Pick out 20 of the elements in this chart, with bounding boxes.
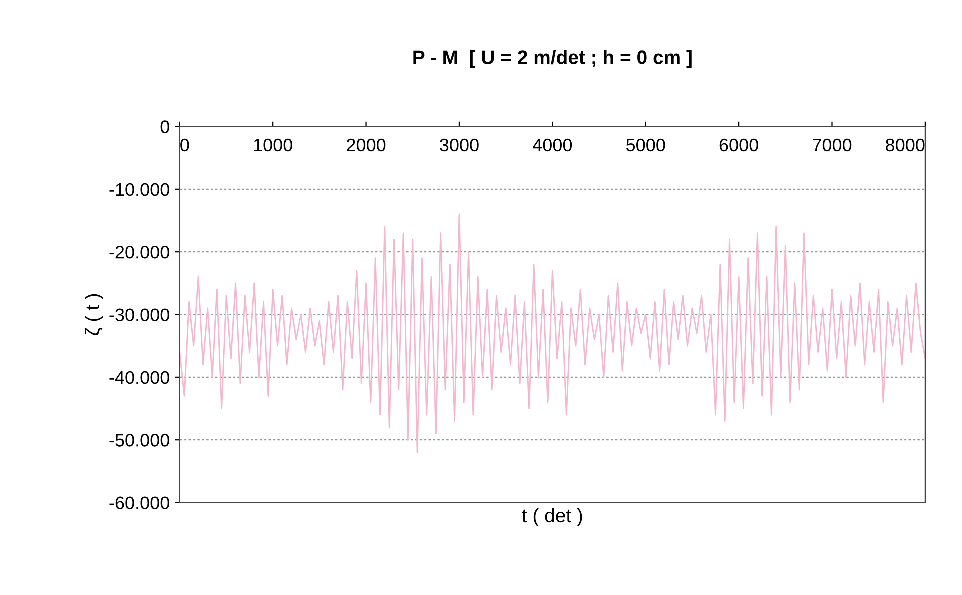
line-series [180, 214, 926, 454]
chart-title: P - M [ U = 2 m/det ; h = 0 cm ] [414, 50, 692, 68]
y-axis-title: ζ ( t ) [85, 294, 104, 336]
y-tick-label: -50.000 [110, 434, 170, 447]
x-tick-label: 8000 [886, 138, 925, 152]
x-tick-label: 4000 [533, 138, 572, 152]
x-tick-label: 1000 [254, 138, 292, 152]
x-tick-label: 0 [180, 138, 190, 152]
x-axis-title: t ( det ) [522, 508, 582, 526]
y-tick-label: -40.000 [110, 371, 170, 384]
y-tick-label: 0 [160, 120, 170, 134]
x-tick-label: 3000 [440, 138, 479, 152]
x-tick-label: 7000 [813, 138, 852, 152]
y-tick-label: -60.000 [110, 496, 170, 510]
x-tick-label: 6000 [720, 138, 758, 152]
y-tick-label: -30.000 [110, 308, 170, 322]
y-tick-label: -20.000 [110, 246, 170, 259]
y-tick-label: -10.000 [110, 183, 170, 196]
x-tick-label: 5000 [626, 138, 666, 152]
x-tick-label: 2000 [347, 138, 386, 152]
